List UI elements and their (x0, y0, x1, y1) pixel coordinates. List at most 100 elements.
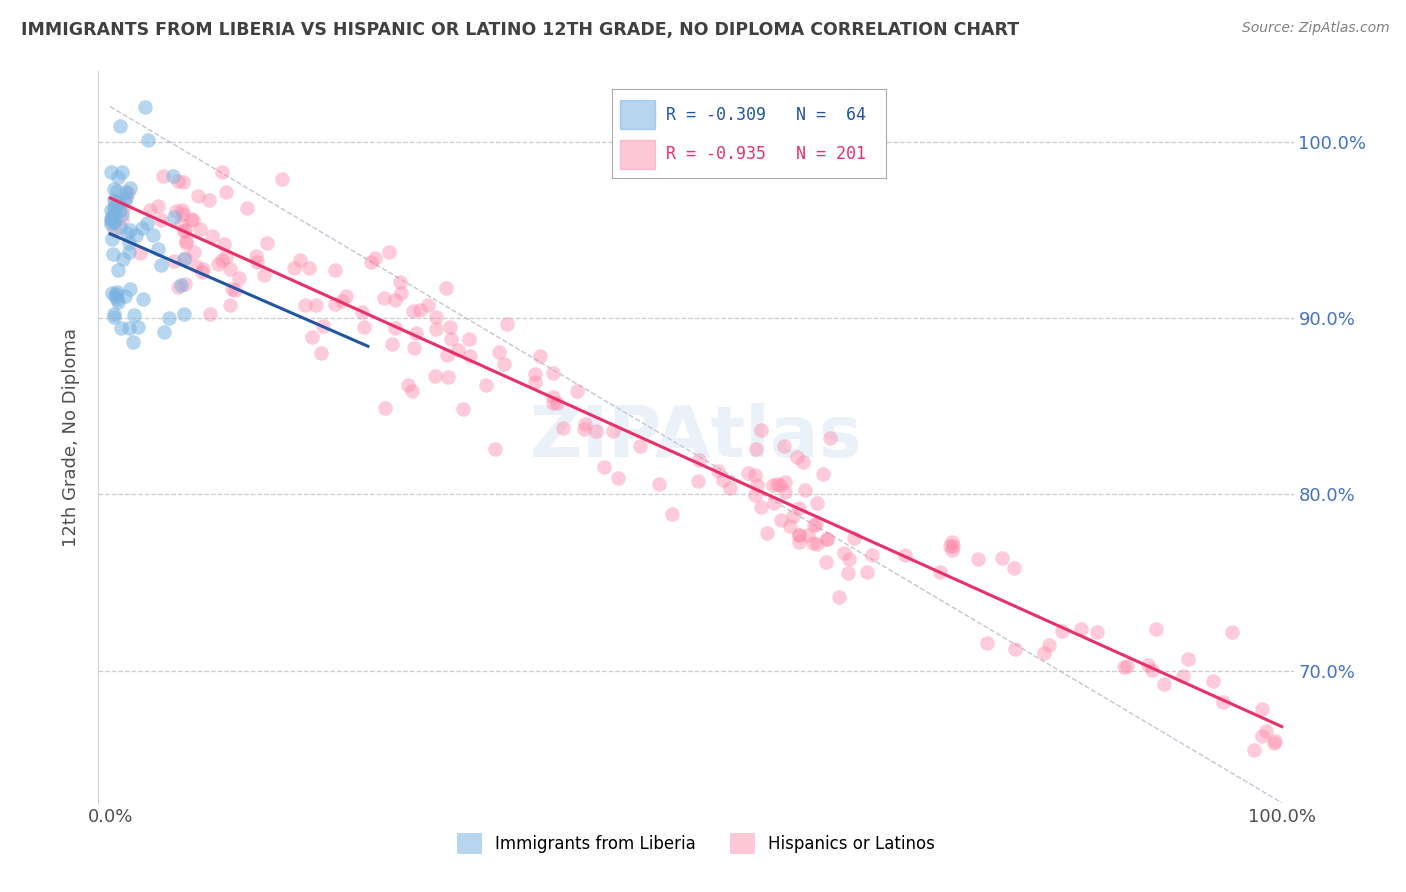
Point (928, 565, 950, 579)
Point (169, 217, 191, 231)
Point (496, 317, 519, 331)
Point (118, 282, 141, 296)
Point (574, 417, 596, 432)
Point (1264, 734, 1286, 748)
Point (190, 265, 212, 279)
Point (172, 175, 194, 189)
Point (792, 454, 814, 468)
Point (114, 186, 136, 200)
Point (325, 297, 347, 311)
Point (425, 310, 447, 324)
Point (104, 204, 127, 219)
Point (211, 253, 233, 268)
Point (335, 289, 357, 303)
Point (1114, 660, 1136, 674)
Point (744, 442, 766, 457)
Point (628, 439, 651, 453)
Point (100, 214, 122, 228)
Point (401, 384, 423, 398)
Point (832, 546, 855, 560)
Point (787, 500, 810, 515)
Point (107, 196, 129, 211)
Point (686, 475, 709, 489)
Point (396, 377, 419, 392)
Point (124, 308, 146, 322)
Point (149, 213, 172, 227)
Point (163, 254, 186, 268)
Point (114, 194, 136, 208)
Point (103, 215, 125, 229)
Point (377, 244, 399, 259)
Point (773, 485, 796, 500)
Point (104, 199, 127, 213)
Point (104, 194, 127, 209)
Point (127, 319, 149, 334)
Point (211, 165, 233, 179)
Point (162, 211, 184, 225)
Point (815, 532, 838, 546)
Point (100, 211, 122, 226)
Text: R = -0.935   N = 201: R = -0.935 N = 201 (666, 145, 866, 163)
Point (1144, 622, 1167, 636)
Point (1002, 561, 1025, 575)
Point (142, 228, 165, 243)
Point (101, 211, 124, 225)
Point (811, 467, 834, 481)
Point (711, 473, 734, 487)
Point (198, 194, 221, 208)
Point (103, 201, 125, 215)
Point (494, 357, 516, 371)
Point (125, 228, 148, 243)
Point (529, 349, 551, 363)
Point (801, 536, 824, 550)
Point (794, 483, 817, 498)
Point (402, 341, 425, 355)
Point (797, 528, 820, 542)
Point (990, 550, 1012, 565)
Point (606, 471, 628, 485)
Point (447, 343, 470, 358)
Point (107, 170, 129, 185)
Point (967, 552, 990, 566)
Point (108, 204, 131, 219)
Point (1069, 622, 1091, 636)
Point (187, 189, 209, 203)
Point (139, 202, 162, 217)
Point (763, 496, 786, 510)
Point (100, 231, 122, 245)
Point (423, 369, 446, 384)
Point (541, 396, 564, 410)
Bar (620, 100, 655, 129)
Point (803, 517, 825, 532)
Point (149, 258, 172, 272)
Point (111, 252, 134, 267)
Point (782, 509, 804, 524)
Point (218, 298, 240, 312)
Point (856, 565, 879, 579)
Point (173, 307, 195, 321)
Point (100, 165, 122, 179)
Point (228, 271, 250, 285)
Point (828, 590, 851, 604)
Point (118, 223, 141, 237)
Point (787, 528, 810, 542)
Point (593, 460, 616, 475)
Point (165, 203, 187, 218)
Point (941, 534, 963, 549)
Point (409, 302, 432, 317)
Point (737, 466, 759, 480)
Point (1004, 642, 1026, 657)
Point (439, 320, 461, 334)
Point (766, 476, 789, 491)
Point (389, 285, 412, 300)
Point (118, 244, 141, 259)
Point (749, 500, 772, 514)
Point (207, 256, 229, 270)
Point (221, 282, 243, 296)
Point (786, 450, 808, 464)
Point (353, 319, 375, 334)
Point (103, 310, 125, 325)
Point (1140, 663, 1163, 677)
Point (770, 513, 793, 527)
Text: ZIPAtlas: ZIPAtlas (530, 402, 862, 472)
